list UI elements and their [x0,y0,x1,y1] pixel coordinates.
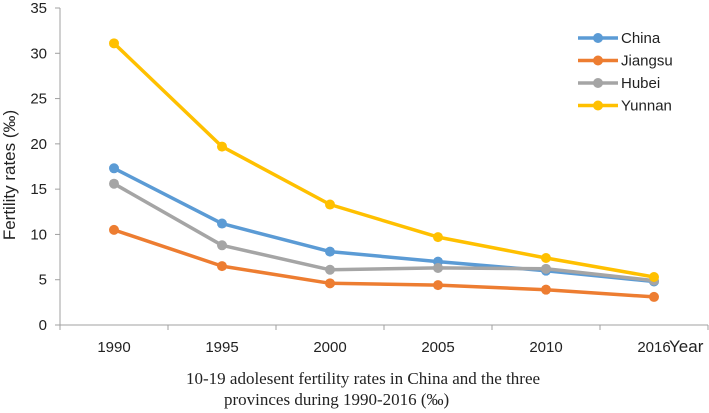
legend: China Jiangsu Hubei Yunnan [578,30,673,115]
caption-line-2: provinces during 1990-2016 (‰) [224,390,450,409]
data-point-hubei [217,240,227,251]
data-point-yunnan [541,252,551,263]
data-point-yunnan [433,232,443,243]
y-tick-label: 0 [39,317,47,334]
y-tick-label: 20 [30,136,47,153]
y-tick-label: 15 [30,181,47,198]
legend-label: Hubei [621,75,660,92]
data-point-yunnan [217,141,227,152]
x-axis-label: Year [669,337,704,356]
figure-caption: 10-19 adolesent fertility rates in China… [160,368,580,410]
x-axis: 1990 1995 2000 2005 2010 2016 [59,324,709,356]
legend-swatch-marker [593,100,603,111]
series-yunnan [109,38,659,282]
y-tick-label: 5 [39,272,47,289]
y-axis-label: Fertility rates (‰) [0,110,19,240]
y-tick-label: 25 [30,91,47,108]
data-point-china [217,218,227,229]
x-tick-label: 1995 [205,339,238,356]
data-point-jiangsu [541,284,551,295]
y-tick-label: 30 [30,45,47,62]
data-point-hubei [541,263,551,274]
x-tick-label: 2010 [529,339,562,356]
caption-line-1: 10-19 adolesent fertility rates in China… [186,369,541,388]
legend-swatch-marker [593,33,603,43]
y-tick-label: 10 [30,226,47,243]
data-point-jiangsu [109,224,119,235]
legend-item-jiangsu: Jiangsu [578,53,673,70]
legend-item-yunnan: Yunnan [578,98,672,115]
x-tick-label: 2016 [637,339,670,356]
data-point-jiangsu [325,278,335,289]
data-point-china [109,163,119,174]
data-point-yunnan [109,38,119,49]
x-tick-label: 1990 [97,339,130,356]
data-point-jiangsu [433,280,443,291]
data-point-jiangsu [217,261,227,272]
series-line-jiangsu [112,228,656,299]
data-point-china [325,246,335,257]
legend-label: Yunnan [621,98,672,115]
x-tick-label: 2005 [421,339,454,356]
legend-item-china: China [578,30,661,47]
x-tick-label: 2000 [313,339,346,356]
series-hubei [109,178,659,286]
y-axis: 0 5 10 15 20 25 30 35 [30,0,61,334]
data-point-yunnan [325,199,335,210]
legend-label: Jiangsu [621,53,673,70]
data-point-hubei [109,178,119,189]
y-tick-label: 35 [30,0,47,17]
series-jiangsu [109,224,659,302]
series-line-hubei [112,181,656,283]
series-line-yunnan [112,41,656,279]
series-layer [109,38,659,302]
data-point-hubei [433,262,443,273]
data-point-jiangsu [649,291,659,302]
legend-item-hubei: Hubei [578,75,660,92]
legend-swatch-marker [593,78,603,88]
legend-swatch-marker [593,55,603,66]
legend-label: China [621,30,661,47]
data-point-yunnan [649,271,659,282]
data-point-hubei [325,264,335,275]
